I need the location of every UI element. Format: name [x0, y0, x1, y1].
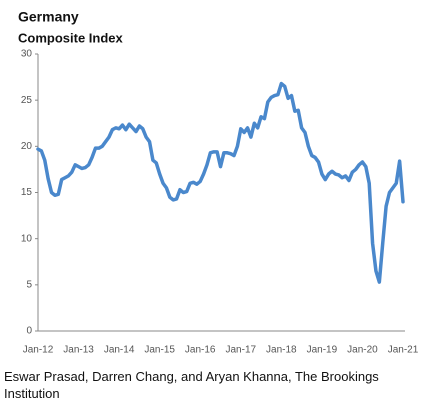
y-tick-label: 30 [21, 49, 33, 60]
x-tick-label: Jan-15 [144, 345, 175, 356]
data-line [36, 81, 405, 284]
y-tick-label: 25 [21, 95, 33, 106]
chart-title: Germany [18, 9, 79, 25]
x-tick-label: Jan-14 [104, 345, 135, 356]
caption: Eswar Prasad, Darren Chang, and Aryan Kh… [4, 369, 379, 401]
x-tick-label: Jan-12 [23, 345, 54, 356]
chart-subtitle: Composite Index [18, 30, 124, 45]
x-tick-label: Jan-21 [388, 345, 419, 356]
x-tick-label: Jan-19 [307, 345, 338, 356]
y-tick-label: 0 [26, 326, 32, 337]
x-tick-label: Jan-17 [225, 345, 256, 356]
y-tick-label: 15 [21, 187, 33, 198]
x-tick-label: Jan-18 [266, 345, 297, 356]
x-tick-label: Jan-20 [347, 345, 378, 356]
x-tick-label: Jan-13 [63, 345, 94, 356]
x-tick-label: Jan-16 [185, 345, 216, 356]
y-tick-label: 10 [21, 233, 33, 244]
chart: Germany Composite Index 0 5 10 15 20 25 30 Jan-… [18, 9, 419, 356]
y-tick-label: 5 [26, 279, 32, 290]
y-tick-label: 20 [21, 141, 33, 152]
